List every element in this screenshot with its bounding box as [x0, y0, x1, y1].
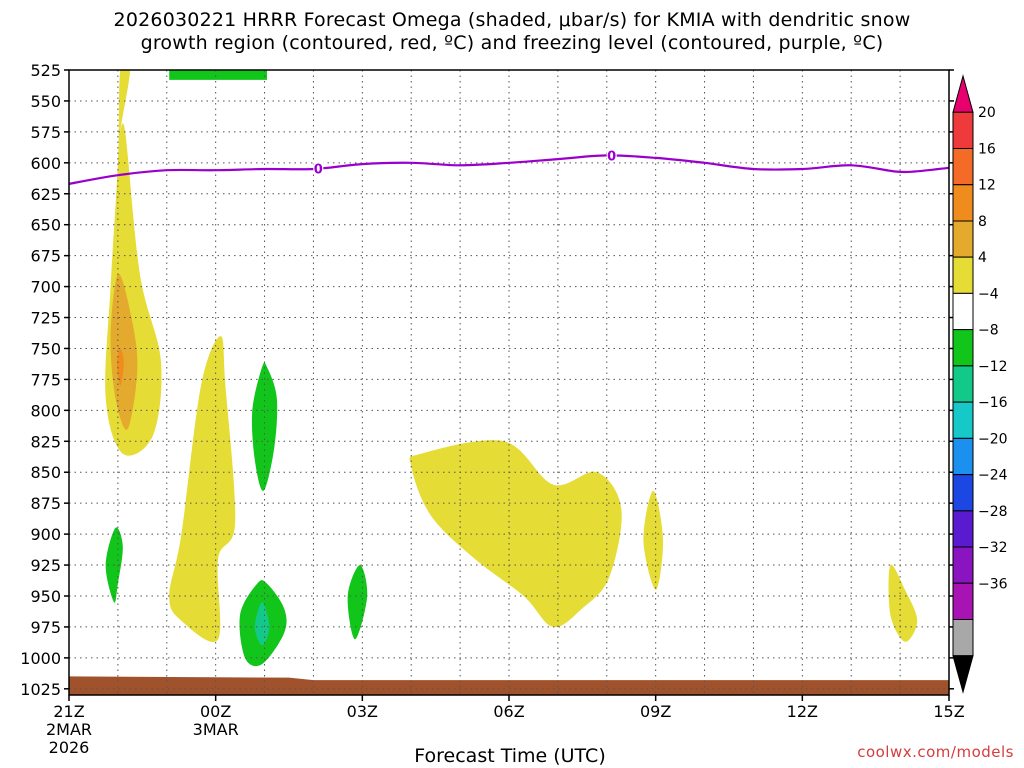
chart-title-line-1: 2026030221 HRRR Forecast Omega (shaded, …	[113, 9, 911, 31]
y-tick-label: 875	[30, 494, 61, 513]
colorbar-label: 20	[978, 105, 996, 121]
y-tick-label: 600	[30, 154, 61, 173]
y-tick-label: 950	[30, 587, 61, 606]
x-tick-label: 21Z	[53, 702, 84, 721]
x-tick-label: 03Z	[347, 702, 378, 721]
x-tick-label: 3MAR	[193, 720, 239, 739]
colorbar-swatch	[952, 256, 974, 294]
y-tick-label: 525	[30, 61, 61, 80]
colorbar-swatch	[952, 74, 974, 113]
y-tick-label: 1000	[20, 649, 61, 668]
freezing-level-label: 0	[314, 163, 323, 178]
colorbar-label: −32	[978, 540, 1008, 556]
y-tick-label: 750	[30, 339, 61, 358]
colorbar-swatch	[952, 546, 974, 584]
omega-region-8	[169, 70, 267, 80]
colorbar-label: −16	[978, 395, 1008, 411]
y-tick-label: 650	[30, 216, 61, 235]
x-tick-label: 09Z	[640, 702, 671, 721]
x-tick-label: 2MAR	[46, 720, 92, 739]
freezing-level-line	[69, 154, 949, 185]
colorbar-label: −4	[978, 286, 999, 302]
x-tick-label: 06Z	[493, 702, 524, 721]
colorbar-swatch	[952, 292, 974, 331]
colorbar-swatch	[952, 147, 974, 186]
omega-region-13	[254, 602, 270, 646]
x-tick-label: 15Z	[933, 702, 964, 721]
ground-terrain	[69, 676, 949, 695]
colorbar-swatch	[952, 329, 974, 367]
omega-region-2	[110, 273, 138, 430]
colorbar-swatch	[952, 111, 974, 149]
colorbar-label: −24	[978, 468, 1008, 484]
omega-region-3	[116, 348, 124, 386]
y-tick-label: 700	[30, 278, 61, 297]
colorbar-label: −20	[978, 431, 1008, 447]
colorbar-swatch	[952, 510, 974, 548]
colorbar-label: 12	[978, 178, 996, 194]
y-tick-label: 625	[30, 185, 61, 204]
credit-link[interactable]: coolwx.com/models	[857, 743, 1014, 761]
colorbar-label: 8	[978, 214, 987, 230]
y-tick-label: 900	[30, 525, 61, 544]
colorbar-label: 16	[978, 141, 996, 157]
colorbar-label: −8	[978, 323, 999, 339]
y-tick-label: 675	[30, 247, 61, 266]
y-tick-label: 550	[30, 92, 61, 111]
colorbar-swatch	[952, 655, 974, 694]
colorbar-swatch	[952, 582, 974, 621]
y-tick-label: 575	[30, 123, 61, 142]
colorbar-swatch	[952, 365, 974, 403]
omega-region-7	[888, 564, 918, 642]
colorbar-swatch	[952, 474, 974, 512]
x-tick-label: 12Z	[787, 702, 818, 721]
y-tick-label: 975	[30, 618, 61, 637]
colorbar-label: −28	[978, 504, 1008, 520]
omega-region-4	[169, 336, 236, 643]
omega-region-9	[251, 362, 278, 491]
colorbar-swatch	[952, 401, 974, 439]
freezing-level-label: 0	[607, 150, 616, 165]
y-tick-label: 825	[30, 432, 61, 451]
x-tick-label: 2026	[49, 738, 90, 757]
freezing-level-label-bg	[313, 160, 324, 175]
colorbar-swatch	[952, 184, 974, 222]
chart-title-line-2: growth region (contoured, red, ºC) and f…	[140, 32, 884, 54]
x-axis-label: Forecast Time (UTC)	[414, 745, 606, 767]
colorbar-swatch	[952, 220, 974, 258]
freezing-level-label-bg	[606, 147, 617, 162]
colorbar-swatch	[952, 619, 974, 657]
y-tick-label: 1025	[20, 680, 61, 699]
colorbar-swatch	[952, 437, 974, 476]
colorbar-label: −36	[978, 576, 1008, 592]
y-tick-label: 725	[30, 309, 61, 328]
y-tick-label: 800	[30, 401, 61, 420]
colorbar-label: 4	[978, 250, 987, 266]
colorbar-label: −12	[978, 359, 1008, 375]
y-tick-label: 850	[30, 463, 61, 482]
y-tick-label: 925	[30, 556, 61, 575]
y-tick-label: 775	[30, 370, 61, 389]
x-tick-label: 00Z	[200, 702, 231, 721]
